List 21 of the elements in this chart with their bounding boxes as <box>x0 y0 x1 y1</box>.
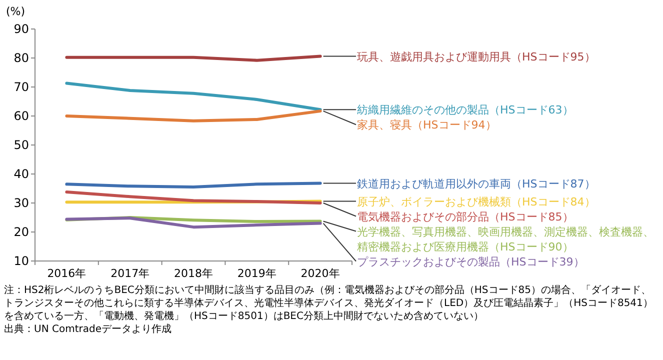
y-tick-label: 20 <box>14 225 29 239</box>
x-tick-label: 2020年 <box>300 267 340 280</box>
x-tick-label: 2019年 <box>237 267 276 280</box>
x-tick-label: 2018年 <box>174 267 213 280</box>
source-note: 出典：UN Comtradeデータより作成 <box>4 323 172 336</box>
line-series <box>65 190 322 204</box>
y-axis-title: (%) <box>6 5 26 18</box>
y-tick-label: 80 <box>14 51 29 65</box>
line-series <box>65 216 322 229</box>
x-tick-label: 2017年 <box>110 267 150 280</box>
line-series <box>65 110 322 122</box>
y-tick-label: 50 <box>14 138 29 152</box>
y-tick-label: 30 <box>14 196 29 210</box>
y-tick-label: 90 <box>14 22 29 36</box>
y-tick-label: 60 <box>14 109 29 123</box>
y-tick-label: 40 <box>14 167 29 181</box>
text: 注：HS2桁レベルのうちBEC分類において中間財に該当する品目のみ（例：電気機器およびその部分品（HSコード85）の場合、「ダイオード、トランジスターその他これらに類する半導体デバイス、光電性半導体デバイス、発光ダイオード（LED）及び圧電結晶素子」（HSコード8541）を含めている一方、「電動機、発電機」（HSコード8501）はBEC分類上中間財でないため含めていない） <box>4 284 654 323</box>
y-tick-label: 70 <box>14 80 29 94</box>
line-series <box>65 82 322 112</box>
x-tick-label: 2016年 <box>47 267 86 280</box>
y-tick-label: 10 <box>14 254 29 268</box>
